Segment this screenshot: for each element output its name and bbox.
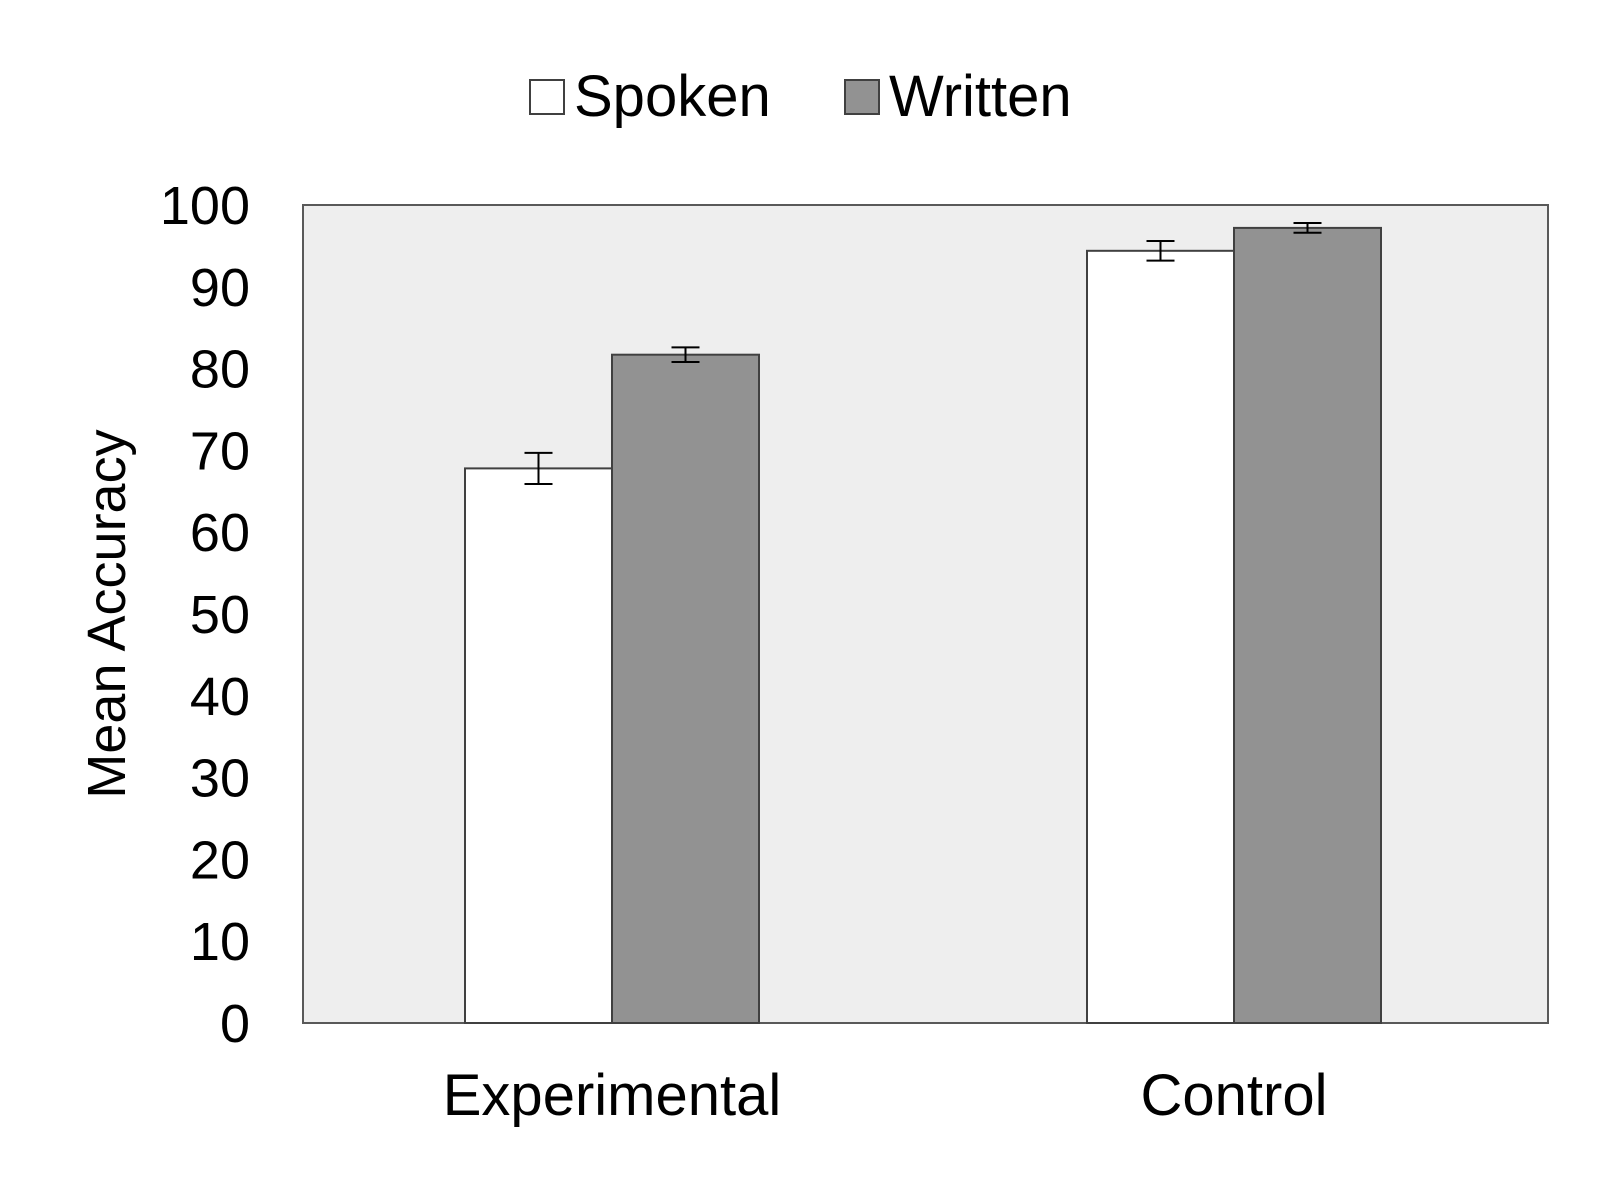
y-axis-ticks: 0 10 20 30 40 50 60 70 80 90 100	[160, 176, 250, 1054]
legend-label-spoken: Spoken	[574, 64, 771, 129]
error-bars	[524, 221, 1322, 485]
y-tick-label-60: 60	[190, 503, 250, 563]
legend: Spoken Written	[529, 64, 1072, 129]
y-tick-label-50: 50	[190, 585, 250, 645]
error-bar-spoken-control	[1146, 239, 1175, 262]
y-tick-label-30: 30	[190, 749, 250, 809]
legend-swatch-spoken	[529, 79, 565, 115]
error-bar-written-experimental	[671, 346, 700, 364]
y-tick-label-40: 40	[190, 667, 250, 727]
bar-spoken-control	[1086, 249, 1235, 1025]
y-tick-label-80: 80	[190, 340, 250, 400]
y-tick-label-90: 90	[190, 258, 250, 318]
bar-written-control	[1233, 226, 1382, 1025]
y-tick-label-20: 20	[190, 830, 250, 890]
x-category-label-experimental: Experimental	[443, 1063, 781, 1128]
error-bar-written-control	[1293, 221, 1322, 234]
y-tick-label-100: 100	[160, 176, 250, 236]
y-tick-label-0: 0	[220, 994, 250, 1054]
error-bar-spoken-experimental	[524, 451, 553, 485]
y-tick-label-70: 70	[190, 421, 250, 481]
x-category-label-control: Control	[1141, 1063, 1328, 1128]
x-axis-labels: Experimental Control	[443, 1063, 1328, 1128]
legend-swatch-written	[844, 79, 880, 115]
bar-spoken-experimental	[464, 467, 613, 1024]
legend-label-written: Written	[889, 64, 1072, 129]
y-axis-title: Mean Accuracy	[77, 429, 137, 798]
bar-written-experimental	[611, 353, 760, 1025]
y-tick-label-10: 10	[190, 912, 250, 972]
